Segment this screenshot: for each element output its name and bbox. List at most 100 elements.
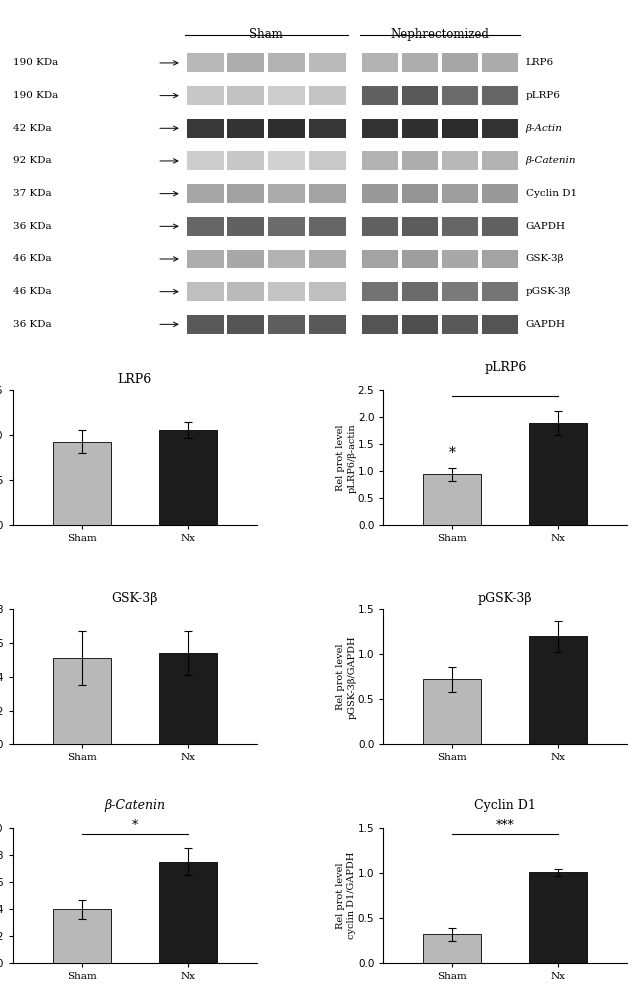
Text: Nephrectomized: Nephrectomized bbox=[390, 28, 489, 42]
FancyBboxPatch shape bbox=[268, 315, 305, 334]
Title: pGSK-3β: pGSK-3β bbox=[478, 592, 532, 606]
FancyBboxPatch shape bbox=[308, 86, 346, 105]
FancyBboxPatch shape bbox=[268, 216, 305, 235]
FancyBboxPatch shape bbox=[362, 152, 398, 171]
FancyBboxPatch shape bbox=[187, 184, 224, 204]
Text: GAPDH: GAPDH bbox=[526, 320, 566, 329]
Bar bbox=[159, 653, 217, 745]
FancyBboxPatch shape bbox=[481, 152, 518, 171]
FancyBboxPatch shape bbox=[227, 282, 264, 301]
FancyBboxPatch shape bbox=[308, 119, 346, 138]
Text: LRP6: LRP6 bbox=[526, 59, 554, 68]
FancyBboxPatch shape bbox=[402, 54, 438, 72]
FancyBboxPatch shape bbox=[402, 282, 438, 301]
FancyBboxPatch shape bbox=[442, 282, 478, 301]
FancyBboxPatch shape bbox=[227, 216, 264, 235]
FancyBboxPatch shape bbox=[481, 282, 518, 301]
FancyBboxPatch shape bbox=[362, 119, 398, 138]
FancyBboxPatch shape bbox=[227, 152, 264, 171]
FancyBboxPatch shape bbox=[308, 282, 346, 301]
Y-axis label: Rel prot level
cyclin D1/GAPDH: Rel prot level cyclin D1/GAPDH bbox=[336, 852, 356, 939]
Title: pLRP6: pLRP6 bbox=[484, 360, 527, 374]
FancyBboxPatch shape bbox=[481, 315, 518, 334]
Bar bbox=[529, 423, 588, 525]
Text: 42 KDa: 42 KDa bbox=[13, 124, 51, 133]
Bar bbox=[423, 679, 481, 745]
FancyBboxPatch shape bbox=[442, 184, 478, 204]
FancyBboxPatch shape bbox=[308, 315, 346, 334]
Text: 46 KDa: 46 KDa bbox=[13, 254, 51, 263]
Text: β-Actin: β-Actin bbox=[526, 124, 563, 133]
Bar bbox=[159, 430, 217, 525]
Text: 190 KDa: 190 KDa bbox=[13, 59, 58, 68]
FancyBboxPatch shape bbox=[362, 315, 398, 334]
Text: pLRP6: pLRP6 bbox=[526, 91, 561, 100]
Text: β-Catenin: β-Catenin bbox=[526, 157, 577, 166]
Text: 36 KDa: 36 KDa bbox=[13, 320, 51, 329]
FancyBboxPatch shape bbox=[268, 249, 305, 268]
FancyBboxPatch shape bbox=[308, 216, 346, 235]
FancyBboxPatch shape bbox=[308, 184, 346, 204]
Text: 92 KDa: 92 KDa bbox=[13, 157, 51, 166]
Text: Sham: Sham bbox=[250, 28, 283, 42]
Title: β-Catenin: β-Catenin bbox=[104, 798, 165, 811]
FancyBboxPatch shape bbox=[308, 54, 346, 72]
FancyBboxPatch shape bbox=[268, 282, 305, 301]
FancyBboxPatch shape bbox=[362, 216, 398, 235]
FancyBboxPatch shape bbox=[442, 216, 478, 235]
Text: 190 KDa: 190 KDa bbox=[13, 91, 58, 100]
FancyBboxPatch shape bbox=[187, 54, 224, 72]
FancyBboxPatch shape bbox=[481, 119, 518, 138]
Text: *: * bbox=[449, 446, 456, 460]
FancyBboxPatch shape bbox=[227, 54, 264, 72]
FancyBboxPatch shape bbox=[187, 216, 224, 235]
FancyBboxPatch shape bbox=[362, 184, 398, 204]
FancyBboxPatch shape bbox=[402, 315, 438, 334]
FancyBboxPatch shape bbox=[442, 54, 478, 72]
FancyBboxPatch shape bbox=[442, 315, 478, 334]
FancyBboxPatch shape bbox=[187, 249, 224, 268]
Bar bbox=[52, 442, 111, 525]
FancyBboxPatch shape bbox=[227, 249, 264, 268]
FancyBboxPatch shape bbox=[187, 119, 224, 138]
FancyBboxPatch shape bbox=[187, 152, 224, 171]
FancyBboxPatch shape bbox=[187, 86, 224, 105]
Title: Cyclin D1: Cyclin D1 bbox=[474, 798, 536, 811]
Text: *: * bbox=[132, 819, 138, 832]
FancyBboxPatch shape bbox=[268, 54, 305, 72]
FancyBboxPatch shape bbox=[187, 282, 224, 301]
Text: 37 KDa: 37 KDa bbox=[13, 189, 51, 199]
FancyBboxPatch shape bbox=[402, 184, 438, 204]
FancyBboxPatch shape bbox=[442, 249, 478, 268]
FancyBboxPatch shape bbox=[227, 86, 264, 105]
FancyBboxPatch shape bbox=[227, 184, 264, 204]
FancyBboxPatch shape bbox=[402, 249, 438, 268]
FancyBboxPatch shape bbox=[481, 216, 518, 235]
FancyBboxPatch shape bbox=[308, 249, 346, 268]
FancyBboxPatch shape bbox=[268, 86, 305, 105]
Bar bbox=[529, 872, 588, 963]
Bar bbox=[423, 934, 481, 963]
FancyBboxPatch shape bbox=[308, 152, 346, 171]
Y-axis label: Rel prot level
pLRP6/β-actin: Rel prot level pLRP6/β-actin bbox=[336, 423, 356, 493]
Title: LRP6: LRP6 bbox=[118, 373, 152, 386]
FancyBboxPatch shape bbox=[481, 249, 518, 268]
FancyBboxPatch shape bbox=[442, 119, 478, 138]
FancyBboxPatch shape bbox=[187, 315, 224, 334]
FancyBboxPatch shape bbox=[402, 86, 438, 105]
Text: pGSK-3β: pGSK-3β bbox=[526, 287, 571, 296]
FancyBboxPatch shape bbox=[268, 184, 305, 204]
FancyBboxPatch shape bbox=[481, 86, 518, 105]
FancyBboxPatch shape bbox=[481, 184, 518, 204]
FancyBboxPatch shape bbox=[362, 86, 398, 105]
FancyBboxPatch shape bbox=[442, 152, 478, 171]
Bar bbox=[52, 910, 111, 963]
FancyBboxPatch shape bbox=[227, 119, 264, 138]
Bar bbox=[529, 637, 588, 745]
Bar bbox=[52, 658, 111, 745]
FancyBboxPatch shape bbox=[362, 249, 398, 268]
Text: 36 KDa: 36 KDa bbox=[13, 221, 51, 230]
Bar bbox=[423, 474, 481, 525]
FancyBboxPatch shape bbox=[442, 86, 478, 105]
FancyBboxPatch shape bbox=[362, 282, 398, 301]
